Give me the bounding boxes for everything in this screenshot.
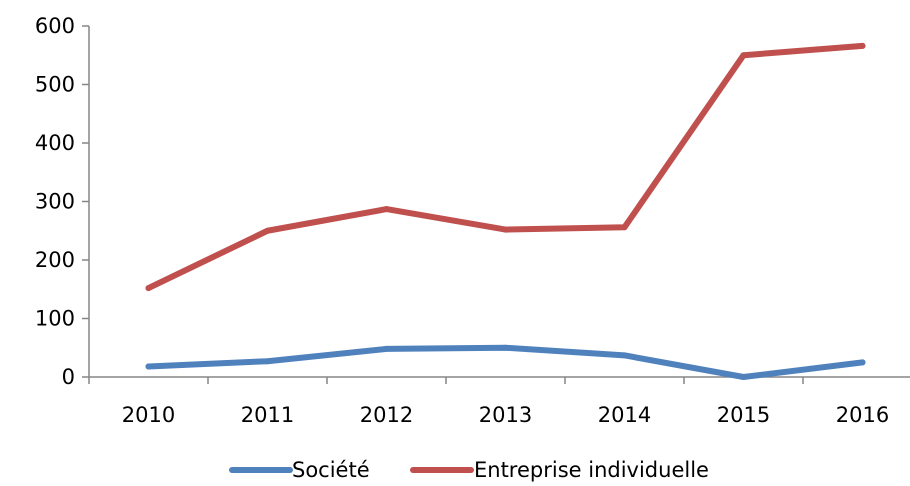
data-point: [264, 358, 271, 365]
data-point: [621, 352, 628, 359]
series-lines: [145, 42, 866, 380]
y-tick-label: 100: [35, 307, 75, 331]
data-point: [383, 206, 390, 213]
data-point: [502, 226, 509, 233]
y-tick-label: 300: [35, 190, 75, 214]
data-point: [502, 344, 509, 351]
data-point: [859, 359, 866, 366]
data-point: [145, 363, 152, 370]
x-tick-label: 2011: [241, 403, 294, 427]
y-tick-label: 200: [35, 248, 75, 272]
data-point: [264, 227, 271, 234]
x-tick-label: 2016: [836, 403, 889, 427]
data-point: [740, 52, 747, 59]
legend-label: Société: [292, 458, 370, 482]
legend: Société Entreprise individuelle: [229, 458, 709, 482]
data-point: [383, 345, 390, 352]
x-tick-label: 2010: [122, 403, 175, 427]
data-point: [621, 224, 628, 231]
x-tick-label: 2015: [717, 403, 770, 427]
x-axis: 2010 2011 2012 2013 2014 2015 2016: [88, 376, 910, 427]
series-line-1: [145, 42, 866, 292]
data-point: [859, 42, 866, 49]
data-point: [740, 374, 747, 380]
data-point: [145, 285, 152, 292]
y-tick-label: 600: [35, 14, 75, 38]
y-tick-label: 400: [35, 131, 75, 155]
x-tick-label: 2013: [479, 403, 532, 427]
y-axis: 0 100 200 300 400 500 600: [35, 14, 90, 389]
y-tick-label: 500: [35, 73, 75, 97]
y-tick-label: 0: [62, 365, 75, 389]
series-line-0: [145, 344, 866, 380]
x-tick-label: 2012: [360, 403, 413, 427]
x-tick-label: 2014: [598, 403, 651, 427]
legend-label: Entreprise individuelle: [474, 458, 709, 482]
